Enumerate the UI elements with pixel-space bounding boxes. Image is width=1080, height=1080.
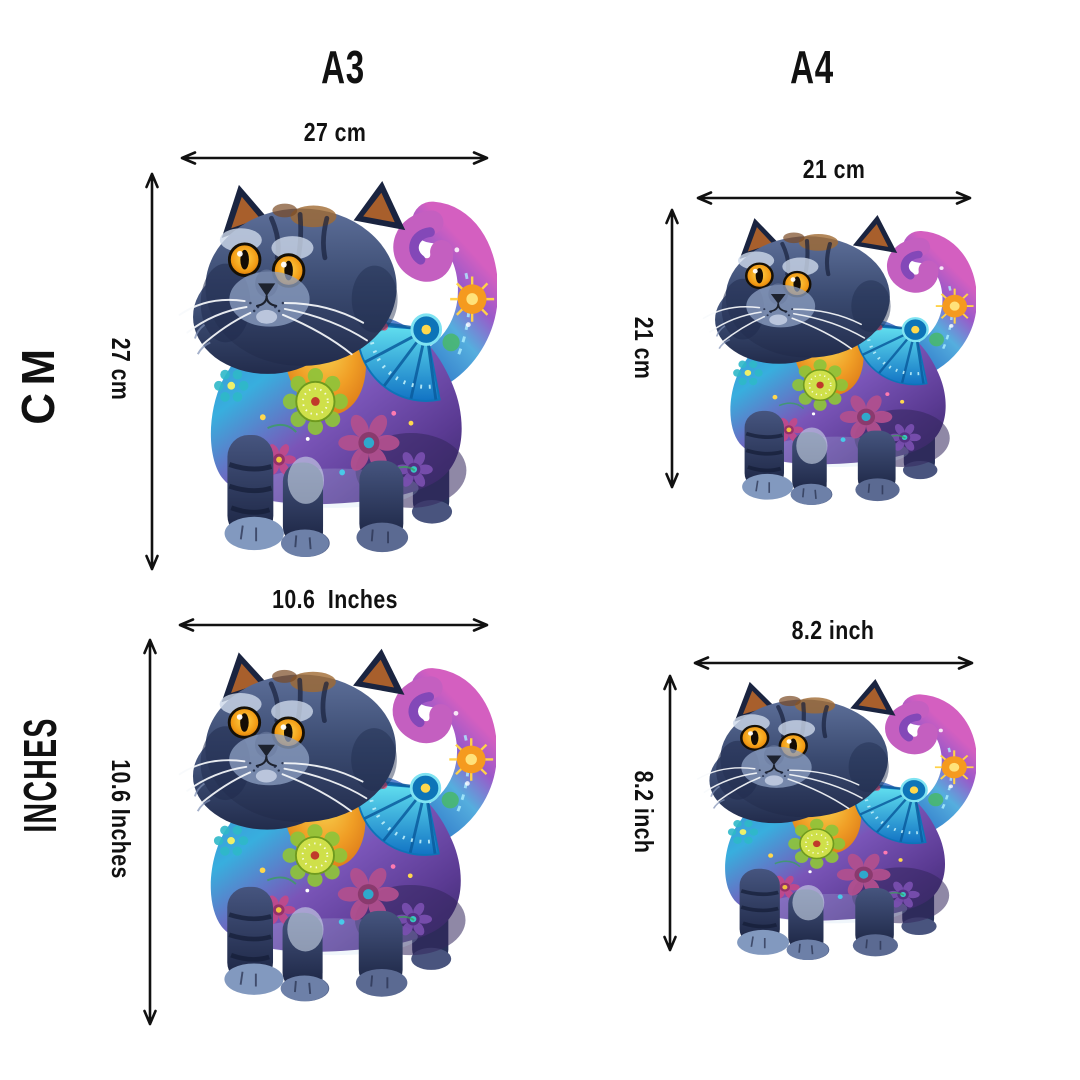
column-header-a3: A3 [321, 41, 365, 93]
height-dimension-label: 27 cm [106, 337, 136, 401]
width-arrow-icon [180, 151, 489, 165]
row-label-inches: INCHES [14, 717, 66, 833]
height-dimension-label: 10.6 Inches [106, 759, 136, 879]
width-dimension-label: 27 cm [303, 117, 367, 147]
width-arrow-icon [693, 656, 974, 670]
height-arrow-icon [665, 208, 679, 489]
width-dimension-label: 21 cm [802, 154, 866, 184]
height-dimension-label: 21 cm [629, 316, 659, 380]
column-header-a4: A4 [790, 41, 834, 93]
cat-artwork [172, 177, 497, 561]
height-arrow-icon [663, 674, 677, 952]
cat-artwork [697, 212, 976, 508]
height-arrow-icon [145, 172, 159, 571]
height-dimension-label: 8.2 inch [629, 770, 659, 854]
cat-artwork [691, 676, 976, 963]
width-dimension-label: 10.6 Inches [272, 584, 398, 614]
cat-artwork [172, 645, 496, 1005]
width-dimension-label: 8.2 inch [791, 615, 875, 645]
row-label-cm: CM [12, 341, 64, 425]
height-arrow-icon [143, 638, 157, 1026]
width-arrow-icon [178, 618, 489, 632]
width-arrow-icon [696, 191, 972, 205]
